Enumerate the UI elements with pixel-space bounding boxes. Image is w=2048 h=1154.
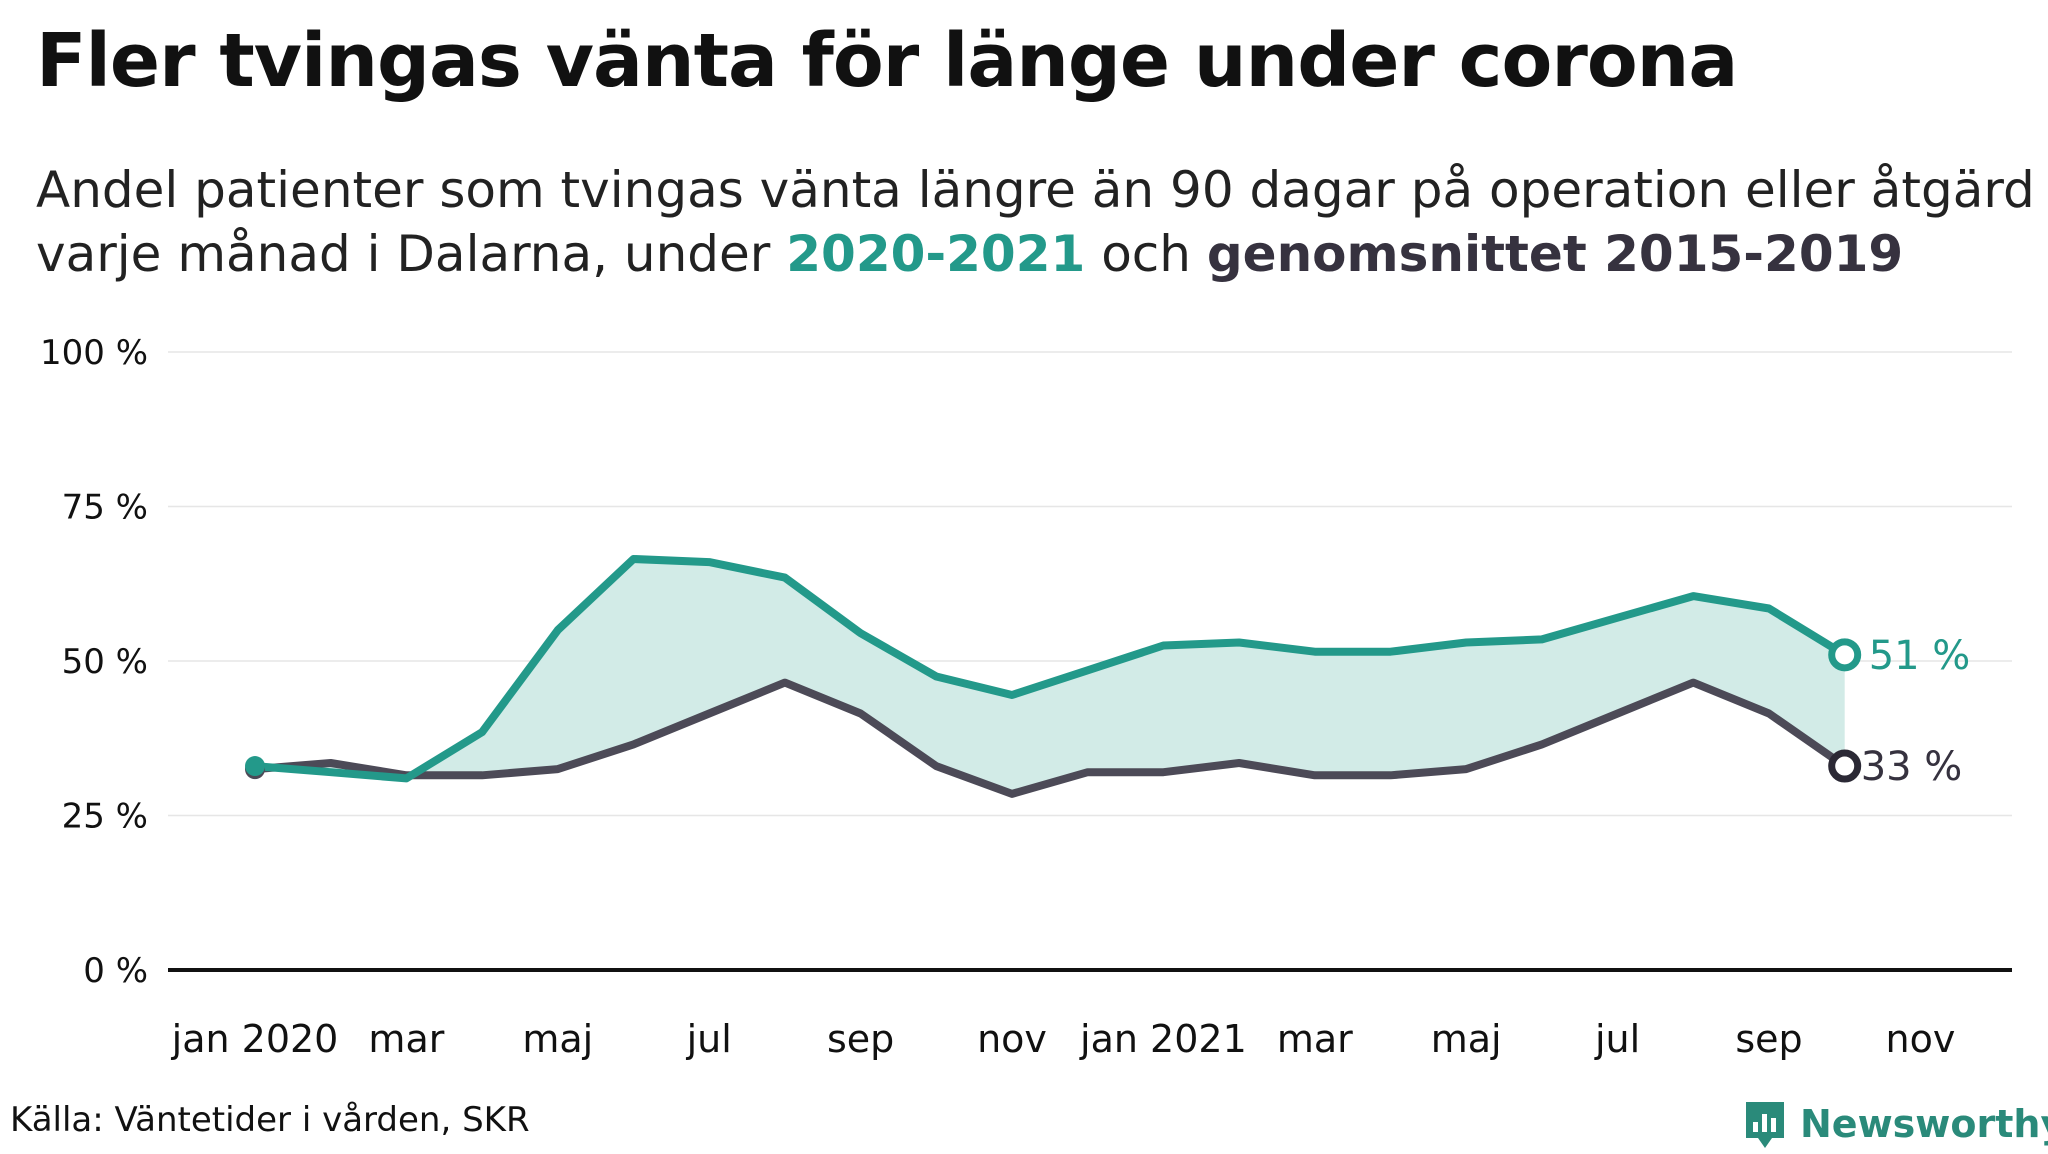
x-tick-label: jan 2020 [171, 1017, 339, 1061]
series-lines [251, 555, 1849, 798]
x-tick-label: mar [1277, 1017, 1353, 1061]
subtitle-highlight-2020-2021: 2020-2021 [786, 225, 1086, 283]
chart-subtitle: Andel patienter som tvingas vänta längre… [36, 158, 2035, 286]
y-tick-label: 75 % [62, 488, 148, 528]
series-markers [245, 638, 1862, 783]
x-tick-label: jul [686, 1017, 732, 1061]
grid-lines [168, 351, 2012, 817]
y-tick-label: 0 % [83, 951, 148, 991]
x-tick-label: jul [1594, 1017, 1640, 1061]
x-tick-label: maj [1431, 1017, 1502, 1061]
difference-area [255, 559, 1845, 794]
x-axis-ticks: jan 2020 mar maj jul sep nov jan 2021 mar maj jul… [171, 1017, 1956, 1061]
series-line-2020-2021 [251, 555, 1849, 783]
y-axis-ticks: 0 % 25 % 50 % 75 % 100 % [40, 333, 148, 991]
end-labels: 51 % 33 % [1861, 633, 1971, 790]
brand-name: Newsworthy [1800, 1102, 2048, 1146]
subtitle-highlight-average: genomsnittet 2015-2019 [1206, 225, 1904, 283]
x-tick-label: mar [368, 1017, 444, 1061]
subtitle-line2-pre: varje månad i Dalarna, under [36, 225, 787, 283]
x-tick-label: sep [1735, 1017, 1802, 1061]
end-marker-2020-2021 [1828, 638, 1862, 672]
x-tick-label: nov [977, 1017, 1047, 1061]
end-label-average: 33 % [1861, 744, 1963, 790]
x-tick-label: sep [827, 1017, 894, 1061]
end-label-2020-2021: 51 % [1869, 633, 1971, 679]
subtitle-line1: Andel patienter som tvingas vänta längre… [36, 161, 2035, 219]
end-marker-average [1828, 749, 1862, 783]
area-between-series [255, 559, 1845, 794]
chart-badge-icon [1746, 1102, 1784, 1148]
x-tick-label: maj [522, 1017, 593, 1061]
chart-title: Fler tvingas vänta för länge under coron… [36, 18, 1738, 104]
newsworthy-logo: Newsworthy [1742, 1094, 2048, 1154]
subtitle-line2-mid: och [1085, 225, 1207, 283]
y-tick-label: 25 % [62, 797, 148, 837]
y-tick-label: 50 % [62, 642, 148, 682]
source-note: Källa: Väntetider i vården, SKR [10, 1100, 530, 1140]
x-tick-label: nov [1885, 1017, 1955, 1061]
x-tick-label: jan 2021 [1079, 1017, 1247, 1061]
start-marker-2020-2021 [245, 756, 265, 777]
series-line-average [251, 678, 1849, 798]
y-tick-label: 100 % [40, 333, 148, 373]
